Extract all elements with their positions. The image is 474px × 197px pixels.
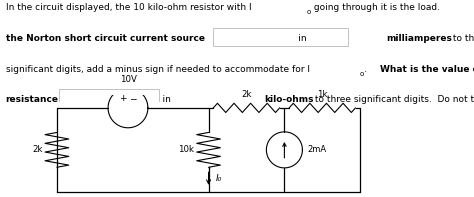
Text: milliamperes: milliamperes bbox=[386, 34, 452, 43]
Text: o: o bbox=[360, 71, 364, 77]
Text: to three significant digits.  Do not type in k or ohms.: to three significant digits. Do not type… bbox=[312, 95, 474, 104]
Text: What is the value of the Thevenin: What is the value of the Thevenin bbox=[380, 65, 474, 73]
FancyBboxPatch shape bbox=[213, 28, 348, 46]
Text: 2k: 2k bbox=[241, 90, 252, 99]
Text: −: − bbox=[129, 94, 137, 103]
Text: I₀: I₀ bbox=[216, 174, 222, 183]
Text: significant digits, add a minus sign if needed to accommodate for I: significant digits, add a minus sign if … bbox=[6, 65, 310, 73]
Text: to three: to three bbox=[450, 34, 474, 43]
Text: +: + bbox=[119, 94, 127, 103]
Text: in: in bbox=[212, 34, 310, 43]
Text: 1k: 1k bbox=[317, 90, 328, 99]
Text: resistance: resistance bbox=[6, 95, 59, 104]
FancyBboxPatch shape bbox=[60, 89, 159, 108]
Text: .: . bbox=[364, 65, 373, 73]
Text: In the circuit displayed, the 10 kilo-ohm resistor with I: In the circuit displayed, the 10 kilo-oh… bbox=[6, 3, 251, 12]
Text: o: o bbox=[307, 9, 311, 15]
Text: 10V: 10V bbox=[119, 75, 137, 84]
Text: 2k: 2k bbox=[32, 145, 43, 154]
Text: in: in bbox=[59, 95, 173, 104]
Text: going through it is the load.: going through it is the load. bbox=[311, 3, 446, 12]
Text: the Norton short circuit current source: the Norton short circuit current source bbox=[6, 34, 205, 43]
Text: 10k: 10k bbox=[178, 145, 194, 154]
Text: 2mA: 2mA bbox=[307, 145, 326, 154]
Text: kilo-ohms: kilo-ohms bbox=[264, 95, 314, 104]
